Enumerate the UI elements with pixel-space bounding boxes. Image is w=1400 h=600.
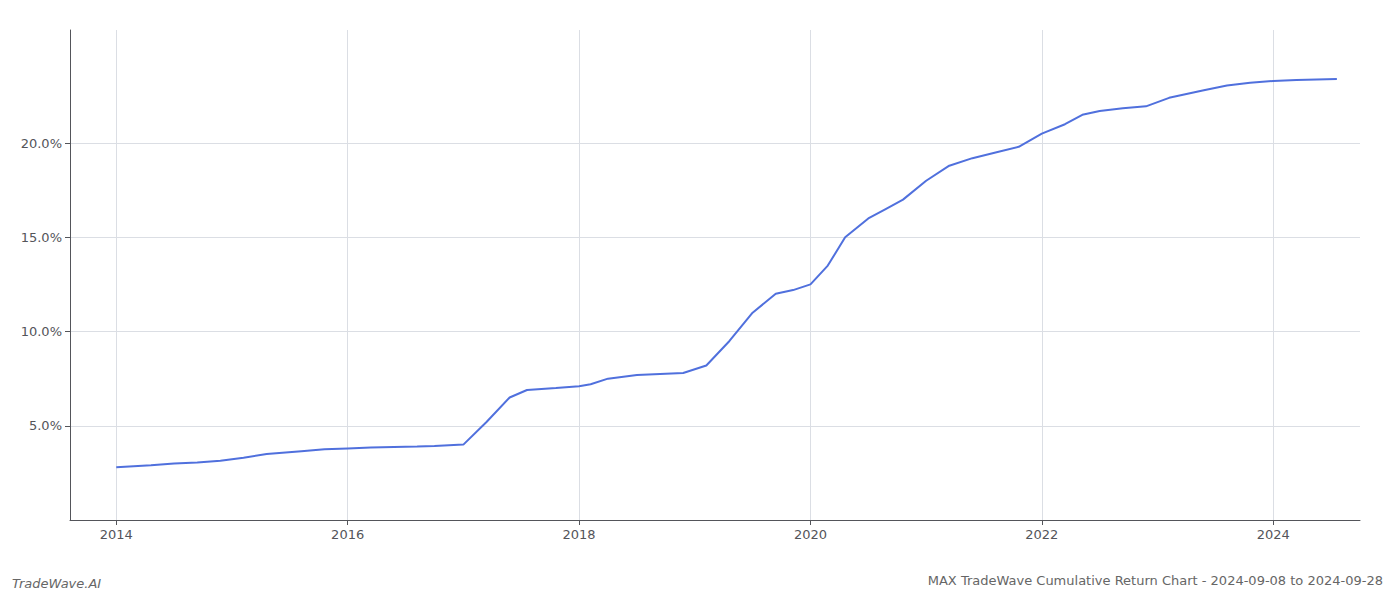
svg-text:5.0%: 5.0% (29, 418, 62, 433)
svg-text:2020: 2020 (794, 527, 827, 542)
svg-text:2022: 2022 (1025, 527, 1058, 542)
svg-text:20.0%: 20.0% (21, 136, 62, 151)
svg-text:2014: 2014 (100, 527, 133, 542)
svg-text:10.0%: 10.0% (21, 324, 62, 339)
svg-text:TradeWave.AI: TradeWave.AI (12, 576, 101, 591)
svg-text:2024: 2024 (1257, 527, 1290, 542)
svg-text:2016: 2016 (331, 527, 364, 542)
svg-text:MAX TradeWave Cumulative Retur: MAX TradeWave Cumulative Return Chart - … (928, 573, 1383, 588)
svg-text:2018: 2018 (563, 527, 596, 542)
svg-text:15.0%: 15.0% (21, 230, 62, 245)
